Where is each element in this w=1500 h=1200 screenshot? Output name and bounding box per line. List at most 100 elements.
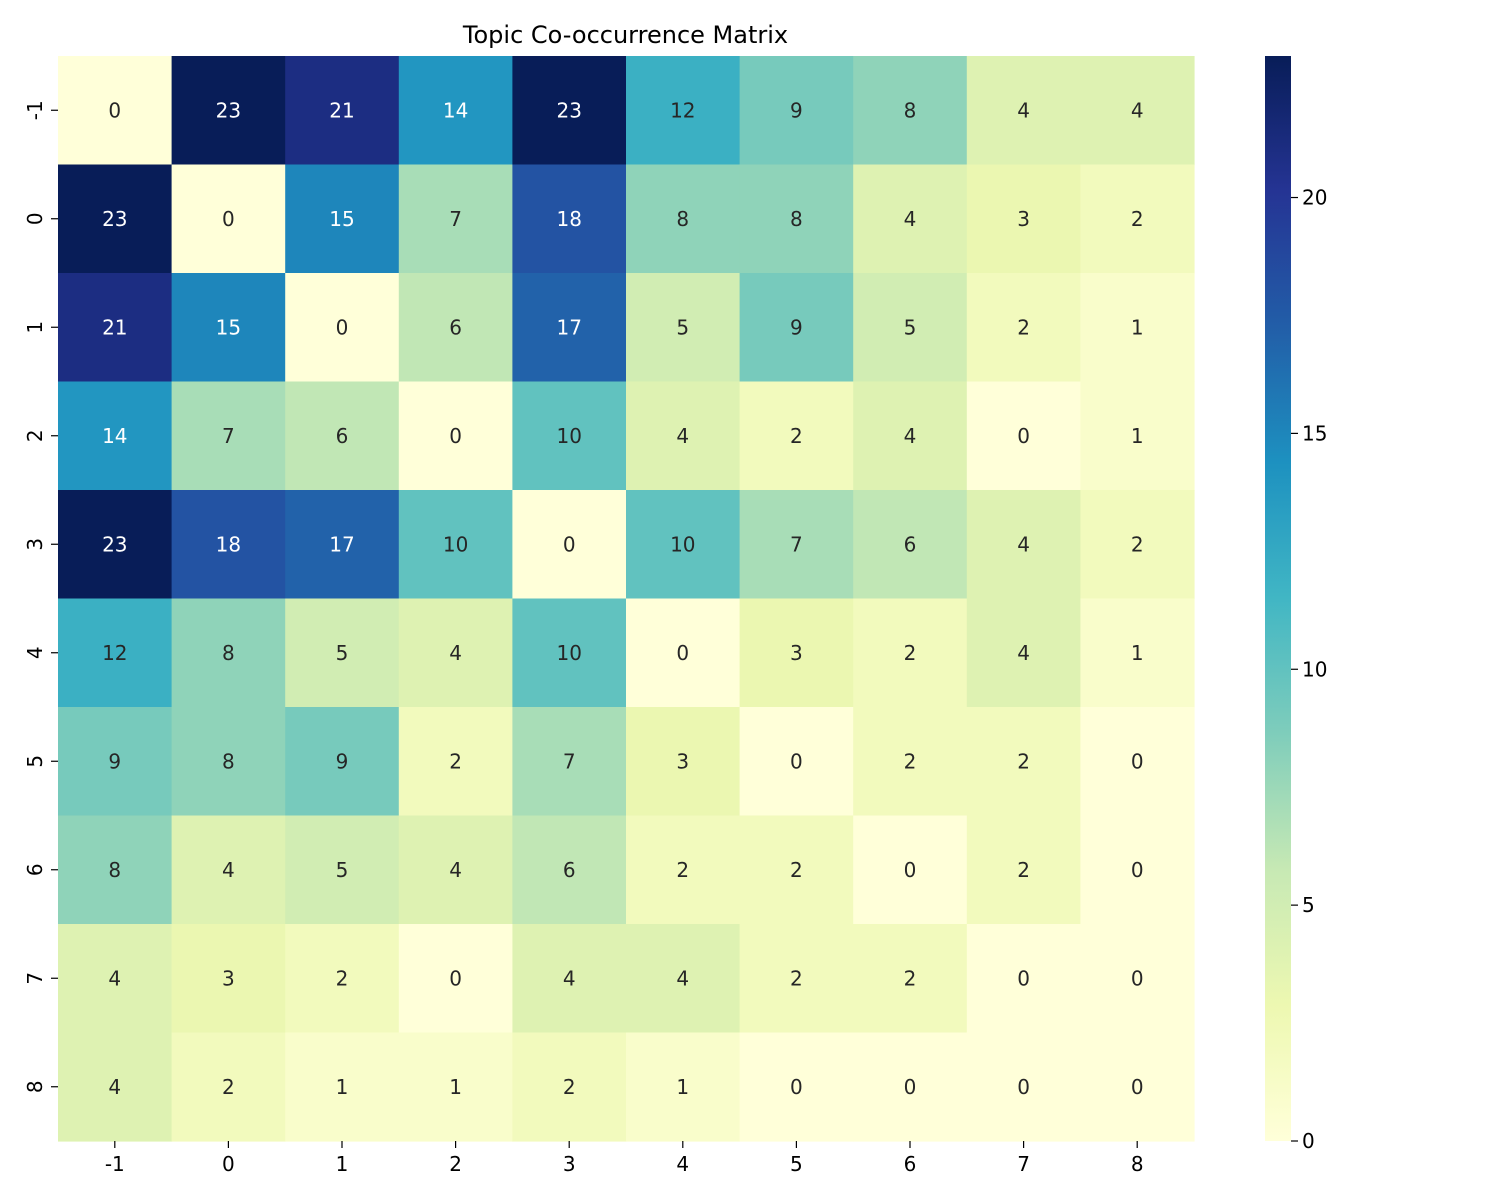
heatmap-cell <box>626 598 741 708</box>
cell-value-label: 10 <box>443 532 468 556</box>
y-tick-label: 6 <box>23 863 47 876</box>
cell-value-label: 12 <box>670 98 695 122</box>
y-tick-label: 8 <box>23 1080 47 1093</box>
cell-value-label: 17 <box>329 532 354 556</box>
y-tick-label: 2 <box>23 429 47 442</box>
heatmap-cell <box>398 924 513 1034</box>
cell-value-label: 6 <box>449 315 462 339</box>
x-tick-label: 1 <box>336 1152 349 1176</box>
cell-value-label: 7 <box>222 424 235 448</box>
heatmap-cell <box>58 815 173 925</box>
cell-value-label: 2 <box>904 749 917 773</box>
y-tick-label: 7 <box>23 972 47 985</box>
cell-value-label: 1 <box>449 1075 462 1099</box>
y-tick-label: 4 <box>23 646 47 659</box>
heatmap-cell <box>285 490 400 600</box>
heatmap-cell <box>398 490 513 600</box>
cell-value-label: 0 <box>449 966 462 990</box>
y-tick-label: 5 <box>23 755 47 768</box>
heatmap-cell <box>512 707 627 817</box>
x-tick-label: 0 <box>222 1152 235 1176</box>
colorbar-tick-label: 10 <box>1302 657 1327 681</box>
colorbar-tick-label: 15 <box>1302 421 1327 445</box>
heatmap-cell <box>853 1032 968 1142</box>
cell-value-label: 5 <box>904 315 917 339</box>
heatmap-cell <box>512 924 627 1034</box>
heatmap-cell <box>626 924 741 1034</box>
cell-value-label: 6 <box>336 424 349 448</box>
heatmap-cells: 0 23 21 14 23 12 9 8 4 423 0 15 7 18 8 8 4 3 221 15 0 6 17 5 9 5 2… <box>58 56 1195 1142</box>
heatmap-cell <box>512 273 627 383</box>
cell-value-label: 2 <box>336 966 349 990</box>
cell-value-label: 4 <box>904 207 917 231</box>
cell-value-label: 0 <box>1131 1075 1144 1099</box>
cell-value-label: 2 <box>1017 315 1030 339</box>
heatmap-cell <box>285 924 400 1034</box>
cell-value-label: 0 <box>1017 966 1030 990</box>
cell-value-label: 17 <box>556 315 581 339</box>
cell-value-label: 0 <box>1131 966 1144 990</box>
cell-value-label: 10 <box>556 641 581 665</box>
heatmap-cell <box>966 273 1081 383</box>
heatmap-cell <box>398 164 513 274</box>
cell-value-label: 4 <box>1017 532 1030 556</box>
heatmap-cell <box>966 164 1081 274</box>
heatmap-cell <box>171 1032 286 1142</box>
cell-value-label: 1 <box>336 1075 349 1099</box>
cell-value-label: 2 <box>904 966 917 990</box>
cell-value-label: 4 <box>108 966 121 990</box>
x-tick-label: 8 <box>1131 1152 1144 1176</box>
heatmap-cell <box>966 924 1081 1034</box>
cell-value-label: 3 <box>222 966 235 990</box>
cell-value-label: 1 <box>1131 315 1144 339</box>
cell-value-label: 9 <box>790 98 803 122</box>
heatmap-cell <box>853 56 968 166</box>
heatmap-cell <box>512 815 627 925</box>
y-tick-label: 3 <box>23 538 47 551</box>
cell-value-label: 7 <box>563 749 576 773</box>
cell-value-label: 0 <box>790 1075 803 1099</box>
heatmap-cell <box>1080 164 1195 274</box>
heatmap-cell <box>853 924 968 1034</box>
heatmap-cell <box>853 490 968 600</box>
heatmap-cell <box>853 381 968 491</box>
cell-value-label: 4 <box>676 966 689 990</box>
cell-value-label: 4 <box>108 1075 121 1099</box>
heatmap-cell <box>285 273 400 383</box>
heatmap-cell <box>739 924 854 1034</box>
cell-value-label: 7 <box>790 532 803 556</box>
cell-value-label: 2 <box>222 1075 235 1099</box>
heatmap-cell <box>626 1032 741 1142</box>
heatmap-cell <box>171 598 286 708</box>
heatmap-cell <box>1080 598 1195 708</box>
cell-value-label: 23 <box>102 207 127 231</box>
heatmap-cell <box>398 598 513 708</box>
heatmap-cell <box>512 598 627 708</box>
heatmap-cell <box>58 164 173 274</box>
cell-value-label: 8 <box>222 641 235 665</box>
colorbar: 0 5 10 15 20 <box>1265 56 1327 1153</box>
cell-value-label: 23 <box>216 98 241 122</box>
cell-value-label: 2 <box>1017 749 1030 773</box>
cell-value-label: 10 <box>556 424 581 448</box>
cell-value-label: 15 <box>216 315 241 339</box>
cell-value-label: 2 <box>676 858 689 882</box>
cell-value-label: 0 <box>1017 424 1030 448</box>
heatmap-cell <box>398 815 513 925</box>
cell-value-label: 2 <box>790 424 803 448</box>
heatmap-cell <box>512 164 627 274</box>
heatmap-cell <box>853 164 968 274</box>
colorbar-tick-label: 20 <box>1302 186 1327 210</box>
heatmap-cell <box>171 273 286 383</box>
colorbar-gradient <box>1265 56 1291 1141</box>
cell-value-label: 2 <box>563 1075 576 1099</box>
heatmap-cell <box>285 815 400 925</box>
heatmap-cell <box>626 164 741 274</box>
x-tick-label: 3 <box>563 1152 576 1176</box>
cell-value-label: 9 <box>108 749 121 773</box>
heatmap-cell <box>398 273 513 383</box>
cell-value-label: 1 <box>676 1075 689 1099</box>
cell-value-label: 1 <box>1131 424 1144 448</box>
cell-value-label: 21 <box>329 98 354 122</box>
heatmap-cell <box>398 707 513 817</box>
